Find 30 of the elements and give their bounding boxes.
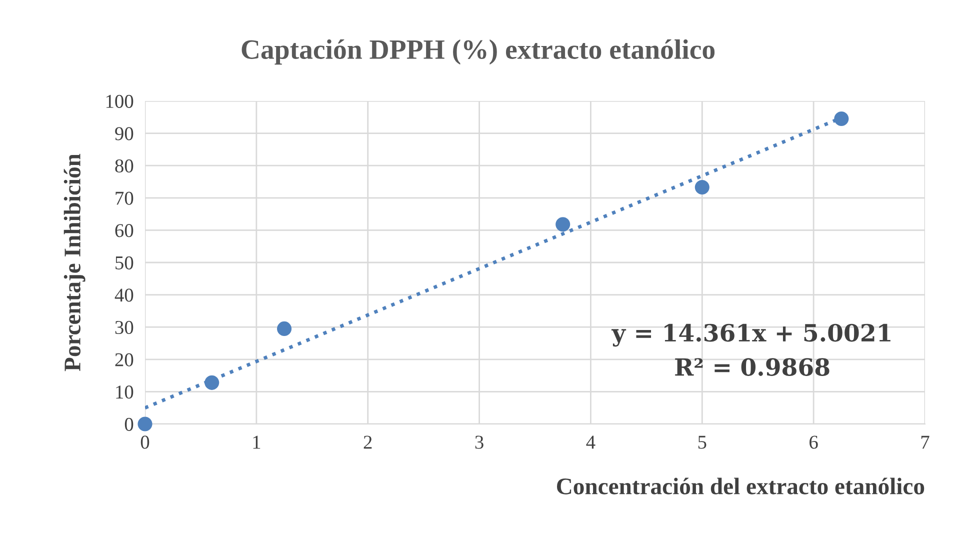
point	[556, 217, 570, 232]
x-tick-label: 3	[475, 436, 484, 449]
point	[277, 321, 292, 336]
y-tick-label: 100	[106, 94, 134, 108]
annotation: R² = 0.9868	[675, 358, 830, 376]
point	[204, 375, 220, 390]
x-tick-label: 5	[698, 436, 706, 449]
y-axis-title: Porcentaje Inhibición	[64, 154, 86, 372]
y-tick-label: 70	[116, 192, 134, 205]
chart-title: Captación DPPH (%) extracto etanólico	[242, 39, 715, 65]
x-axis-title: Concentración del extracto etanólico	[557, 478, 924, 494]
point	[834, 111, 849, 126]
annotation: y = 14.361x + 5.0021	[611, 324, 890, 347]
x-tick-label: 6	[810, 436, 818, 449]
y-tick-label: 40	[114, 288, 134, 302]
y-tick-label: 30	[115, 320, 134, 334]
x-tick-label: 7	[921, 436, 930, 449]
x-tick-label: 2	[364, 436, 372, 449]
point	[138, 416, 152, 432]
y-tick-label: 50	[116, 256, 134, 270]
point	[694, 180, 710, 195]
y-tick-label: 90	[115, 127, 134, 140]
x-tick-label: 0	[140, 436, 150, 449]
y-tick-label: 0	[124, 418, 134, 431]
x-tick-label: 4	[586, 436, 596, 449]
x-tick-label: 1	[253, 436, 260, 449]
y-tick-label: 60	[115, 224, 134, 238]
y-tick-label: 20	[115, 353, 134, 366]
y-tick-label: 80	[115, 159, 134, 173]
y-tick-label: 10	[116, 386, 134, 399]
